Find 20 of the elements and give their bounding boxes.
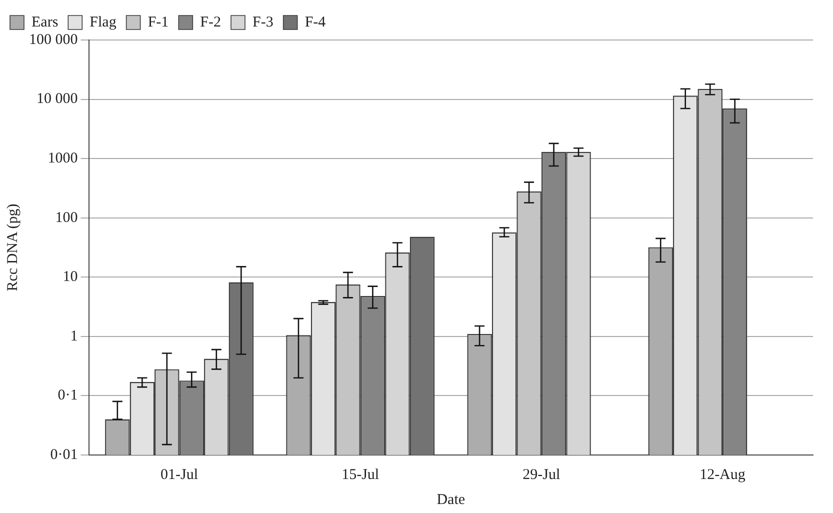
legend-label: Flag xyxy=(90,14,117,30)
y-tick-label: 1 xyxy=(70,328,78,344)
legend-label: F-3 xyxy=(252,14,274,30)
y-tick-label: 100 xyxy=(55,210,78,226)
legend-label: F-4 xyxy=(304,14,326,30)
y-tick-label: 0·1 xyxy=(58,388,78,404)
y-tick-label: 10 xyxy=(62,269,78,286)
y-tick-label: 10 000 xyxy=(36,91,78,108)
y-tick-label: 1000 xyxy=(48,150,78,167)
x-axis-title: Date xyxy=(436,492,466,508)
y-tick-label: 0·01 xyxy=(50,446,78,463)
legend-label: F-1 xyxy=(148,14,169,30)
x-tick-label: 29-Jul xyxy=(522,466,560,483)
x-tick-label: 15-Jul xyxy=(342,466,380,483)
legend-label: Ears xyxy=(32,14,58,30)
legend-label: F-2 xyxy=(200,14,221,30)
y-axis-title: Rcc DNA (pg) xyxy=(4,204,21,292)
x-tick-label: 12-Aug xyxy=(700,466,746,483)
y-tick-label: 100 000 xyxy=(29,32,78,48)
x-tick-label: 01-Jul xyxy=(160,466,198,483)
